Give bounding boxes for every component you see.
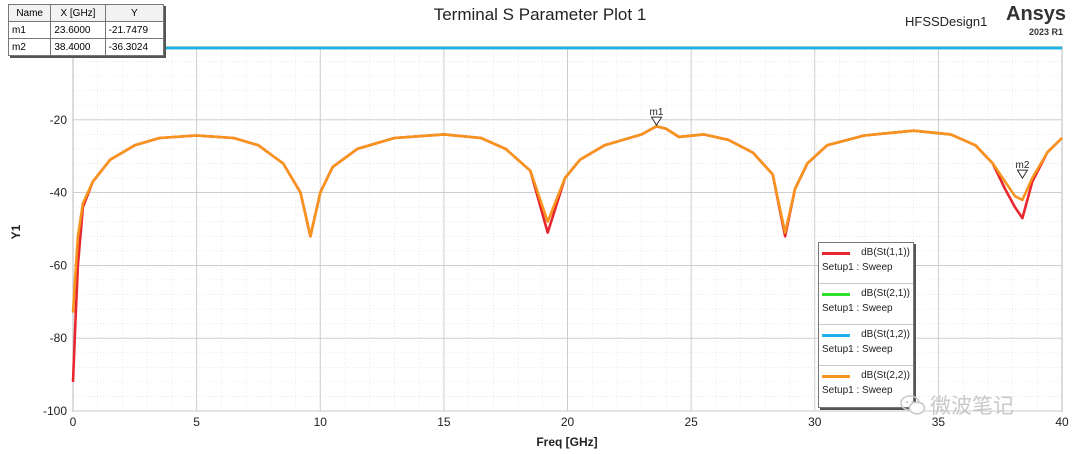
y-tick-label: -100 <box>43 404 67 418</box>
legend-series-name: dB(St(2,1)) <box>861 288 910 299</box>
series-lines <box>71 46 1063 382</box>
x-tick-label: 20 <box>561 415 575 429</box>
marker-x-cell: 23.6000 <box>50 21 106 39</box>
marker-name-cell: m2 <box>7 38 52 56</box>
marker-label: m2 <box>1015 160 1029 171</box>
legend-item-st21[interactable]: dB(St(2,1)) Setup1 : Sweep <box>819 284 913 325</box>
markers: m1 m2 <box>650 107 1030 180</box>
x-tick-label: 10 <box>314 415 328 429</box>
x-tick-label: 35 <box>932 415 946 429</box>
legend-series-setup: Setup1 : Sweep <box>822 385 893 396</box>
legend-swatch <box>822 293 850 296</box>
marker-row[interactable]: m2 38.4000 -36.3024 <box>7 38 165 56</box>
brand-version: 2023 R1 <box>1029 27 1064 37</box>
x-tick-label: 40 <box>1055 415 1069 429</box>
legend-series-setup: Setup1 : Sweep <box>822 262 893 273</box>
marker-triangle <box>1016 169 1029 180</box>
legend-item-st11[interactable]: dB(St(1,1)) Setup1 : Sweep <box>819 243 913 284</box>
x-tick-label: 30 <box>808 415 822 429</box>
legend-series-name: dB(St(1,2)) <box>861 329 910 340</box>
marker-col-x: X [GHz] <box>50 4 106 22</box>
brand-logo: Ansys <box>1006 3 1067 25</box>
y-tick-label: -40 <box>50 186 68 200</box>
marker-table-header: Name X [GHz] Y <box>7 4 165 22</box>
legend-item-st22[interactable]: dB(St(2,2)) Setup1 : Sweep <box>819 366 913 407</box>
x-tick-label: 5 <box>193 415 200 429</box>
marker-table: Name X [GHz] Y m1 23.6000 -21.7479 m2 38… <box>7 4 165 56</box>
wechat-icon <box>900 395 926 415</box>
legend-series-name: dB(St(1,1)) <box>861 247 910 258</box>
legend-swatch <box>822 334 850 337</box>
marker-row[interactable]: m1 23.6000 -21.7479 <box>7 21 165 39</box>
legend-swatch <box>822 252 850 255</box>
x-axis-label: Freq [GHz] <box>536 435 597 449</box>
series-line <box>71 124 1063 313</box>
marker-name-cell: m1 <box>7 21 52 39</box>
marker-col-name: Name <box>7 4 52 22</box>
y-tick-label: -80 <box>50 331 68 345</box>
x-tick-label: 25 <box>684 415 698 429</box>
y-tick-label: -60 <box>50 258 68 272</box>
chart-legend[interactable]: dB(St(1,1)) Setup1 : Sweep dB(St(2,1)) S… <box>818 242 914 408</box>
marker-x-cell: 38.4000 <box>50 38 106 56</box>
watermark-text: 微波笔记 <box>930 395 1014 418</box>
axis-ticks: 0 5 10 15 20 25 30 35 40 -100 -80 -60 -40 -20 <box>43 113 1069 429</box>
chart-title: Terminal S Parameter Plot 1 <box>434 5 647 24</box>
marker-label: m1 <box>650 107 664 118</box>
legend-swatch <box>822 375 850 378</box>
y-axis-label: Y1 <box>9 224 23 239</box>
legend-series-name: dB(St(2,2)) <box>861 370 910 381</box>
legend-item-st12[interactable]: dB(St(1,2)) Setup1 : Sweep <box>819 325 913 366</box>
watermark: 微波笔记 <box>900 390 1014 420</box>
x-tick-label: 0 <box>70 415 77 429</box>
legend-series-setup: Setup1 : Sweep <box>822 344 893 355</box>
design-name: HFSSDesign1 <box>905 14 988 29</box>
y-tick-label: -20 <box>50 113 68 127</box>
x-tick-label: 15 <box>437 415 451 429</box>
marker-y-cell: -36.3024 <box>104 38 165 56</box>
legend-series-setup: Setup1 : Sweep <box>822 303 893 314</box>
marker-triangle <box>650 116 663 127</box>
marker-y-cell: -21.7479 <box>104 21 165 39</box>
marker-col-y: Y <box>104 4 165 22</box>
